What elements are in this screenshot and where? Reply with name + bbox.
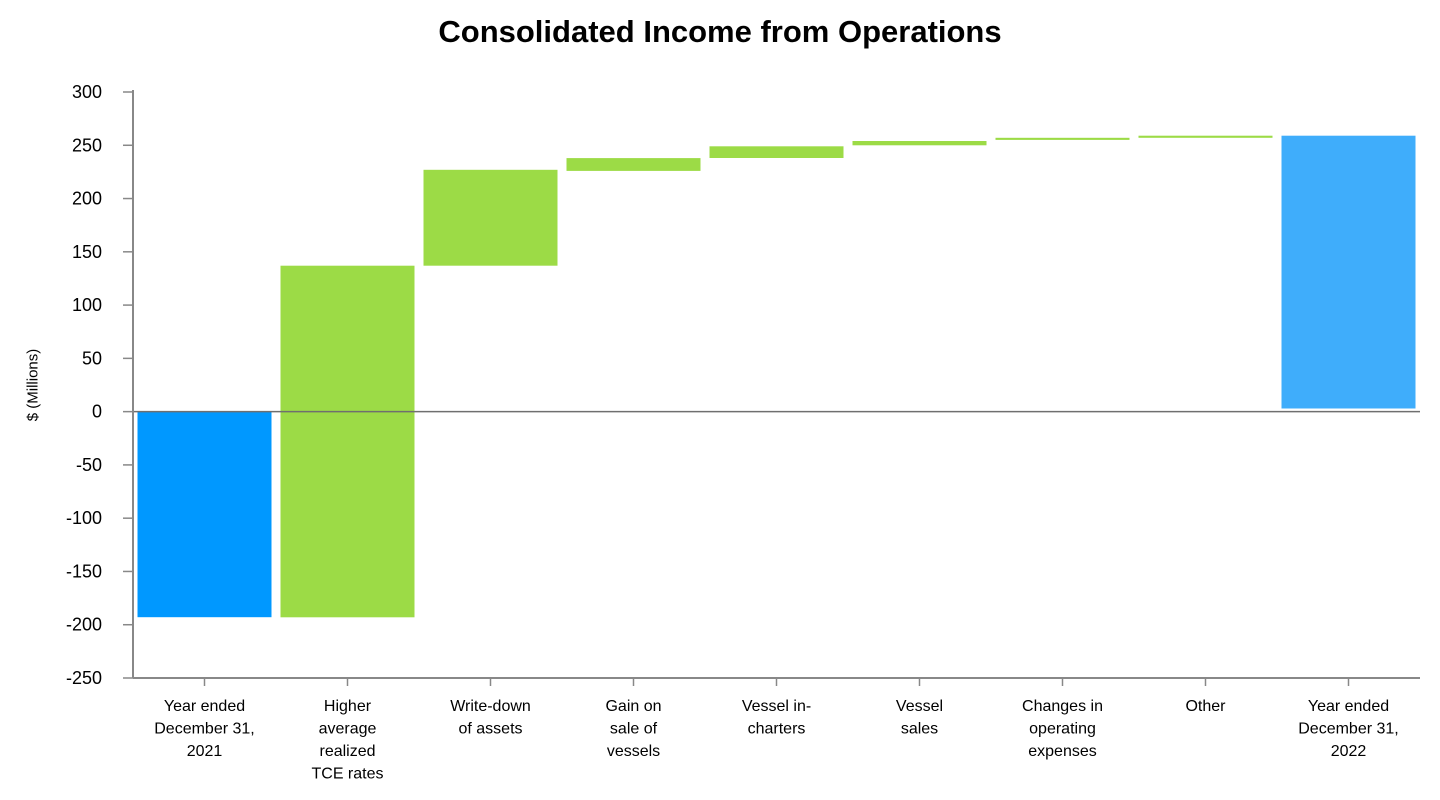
y-tick-label: 300: [72, 82, 102, 102]
total-bar: [137, 411, 272, 618]
x-tick-label: Write-down of assets: [450, 698, 531, 738]
change-bar: [423, 169, 558, 266]
y-tick-label: 0: [92, 402, 102, 422]
y-tick-label: 100: [72, 295, 102, 315]
x-tick-label: Vessel sales: [896, 698, 943, 738]
x-tick-label: Other: [1185, 698, 1226, 715]
y-tick-label: -250: [66, 668, 102, 688]
change-bar: [1138, 135, 1273, 138]
y-tick-label: -200: [66, 615, 102, 635]
x-tick-label: Vessel in-charters: [742, 698, 811, 738]
y-tick-label: 150: [72, 242, 102, 262]
y-tick-label: 50: [82, 348, 102, 368]
x-tick-label: Year ended December 31, 2022: [1298, 698, 1399, 760]
change-bar: [280, 265, 415, 618]
y-tick-label: 200: [72, 189, 102, 209]
x-tick-label: Changes in operating expenses: [1022, 698, 1103, 760]
y-tick-label: -50: [76, 455, 102, 475]
x-tick-label: Gain on sale of vessels: [605, 698, 661, 760]
y-tick-label: 250: [72, 135, 102, 155]
change-bar: [995, 137, 1130, 140]
total-bar: [1281, 135, 1416, 409]
x-tick-label: Higher average realized TCE rates: [311, 698, 383, 783]
y-tick-label: -100: [66, 508, 102, 528]
chart-title: Consolidated Income from Operations: [438, 14, 1002, 49]
x-tick-label: Year ended December 31, 2021: [154, 698, 255, 760]
change-bar: [566, 158, 701, 171]
change-bar: [709, 146, 844, 158]
y-tick-label: -150: [66, 561, 102, 581]
change-bar: [852, 141, 987, 146]
